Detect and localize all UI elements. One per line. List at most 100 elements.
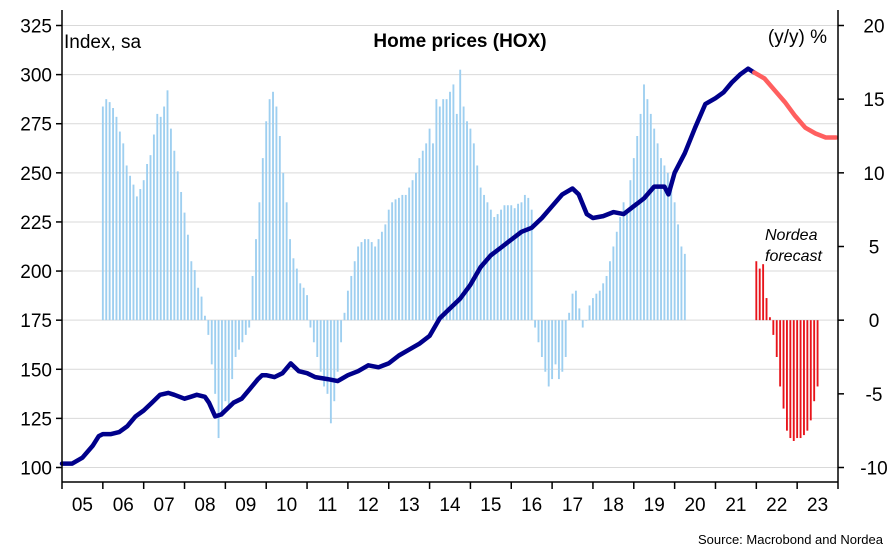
- yoy-bar: [302, 287, 305, 321]
- yoy-bar: [316, 320, 319, 357]
- yoy-forecast-bar: [796, 320, 799, 439]
- yoy-bar: [210, 320, 213, 365]
- yoy-bar: [483, 194, 485, 321]
- yoy-bar: [248, 320, 251, 328]
- yoy-bar: [493, 217, 496, 321]
- x-tick-label: 13: [399, 495, 420, 516]
- yoy-bar: [234, 320, 237, 357]
- right-tick-label: 15: [863, 90, 884, 111]
- yoy-bar: [500, 209, 502, 321]
- yoy-bar: [581, 320, 584, 328]
- yoy-bar: [520, 202, 523, 321]
- yoy-bar: [544, 320, 547, 372]
- right-axis-label: (y/y) %: [768, 27, 827, 48]
- right-tick-label: -10: [860, 459, 887, 480]
- right-tick-label: 10: [863, 164, 884, 185]
- yoy-bar: [476, 165, 479, 321]
- yoy-bar: [534, 320, 537, 328]
- yoy-bar: [452, 84, 455, 321]
- yoy-bar: [602, 283, 605, 321]
- yoy-bar: [415, 172, 417, 321]
- yoy-bar: [425, 143, 428, 321]
- yoy-forecast-bar: [786, 320, 788, 431]
- yoy-bar: [660, 158, 662, 321]
- yoy-bar: [428, 128, 431, 321]
- yoy-bar: [629, 180, 632, 321]
- yoy-bar: [221, 320, 223, 416]
- yoy-bar: [217, 320, 220, 439]
- x-tick-label: 21: [725, 495, 746, 516]
- yoy-bar: [663, 165, 666, 321]
- x-tick-label: 07: [154, 495, 175, 516]
- yoy-bar: [489, 209, 492, 321]
- yoy-bar: [299, 283, 302, 321]
- yoy-bar: [258, 202, 261, 321]
- yoy-bar: [282, 172, 285, 321]
- yoy-bar: [112, 108, 114, 321]
- yoy-bar: [204, 315, 206, 321]
- yoy-bar: [442, 99, 445, 321]
- left-tick-label: 100: [20, 459, 52, 480]
- x-tick-label: 20: [684, 495, 705, 516]
- yoy-bar: [391, 202, 394, 321]
- yoy-bar: [108, 102, 111, 321]
- yoy-bar: [115, 116, 118, 321]
- x-tick-label: 09: [235, 495, 256, 516]
- yoy-bar: [169, 128, 172, 321]
- yoy-bar: [289, 239, 291, 321]
- x-tick-label: 19: [644, 495, 665, 516]
- yoy-bar: [622, 202, 625, 321]
- yoy-bar: [394, 199, 397, 321]
- yoy-bar: [292, 258, 295, 321]
- yoy-bar: [312, 320, 315, 343]
- yoy-bar: [568, 312, 571, 321]
- yoy-bar: [387, 209, 390, 321]
- yoy-bar: [374, 246, 377, 321]
- x-tick-label: 10: [276, 495, 297, 516]
- yoy-bar: [554, 320, 557, 365]
- yoy-bar: [306, 295, 308, 321]
- yoy-bar: [156, 113, 159, 321]
- yoy-bar: [118, 131, 121, 321]
- yoy-bar: [612, 246, 615, 321]
- yoy-forecast-bar: [813, 320, 816, 402]
- yoy-forecast-bar: [809, 320, 812, 421]
- yoy-bar: [462, 106, 465, 321]
- yoy-bar: [513, 208, 516, 321]
- yoy-bar: [592, 298, 594, 321]
- x-tick-label: 05: [72, 495, 93, 516]
- right-tick-label: 20: [863, 17, 884, 38]
- x-tick-label: 18: [603, 495, 624, 516]
- yoy-bar: [370, 242, 373, 321]
- yoy-bar: [193, 270, 196, 321]
- yoy-bar: [384, 224, 387, 321]
- yoy-forecast-bar: [803, 320, 805, 436]
- yoy-bar: [598, 290, 601, 321]
- left-tick-label: 200: [20, 262, 52, 283]
- yoy-bar: [411, 180, 414, 321]
- yoy-bar: [585, 320, 588, 321]
- yoy-bar: [380, 231, 383, 321]
- yoy-forecast-bar: [789, 320, 792, 439]
- right-tick-label: -5: [866, 385, 883, 406]
- yoy-bar: [227, 320, 230, 409]
- yoy-bar: [469, 128, 472, 321]
- yoy-bar: [139, 189, 142, 321]
- yoy-bar: [503, 205, 506, 321]
- yoy-forecast-bar: [779, 320, 782, 387]
- yoy-bar: [609, 261, 611, 321]
- yoy-bar: [272, 91, 274, 321]
- yoy-bar: [190, 261, 193, 321]
- yoy-bar: [653, 128, 656, 321]
- left-tick-label: 225: [20, 213, 52, 234]
- yoy-bar: [323, 320, 325, 387]
- yoy-forecast-bar: [755, 261, 758, 321]
- yoy-bar: [238, 320, 240, 350]
- yoy-bar: [350, 275, 353, 321]
- yoy-bar: [101, 106, 104, 321]
- right-tick-label: 0: [869, 311, 880, 332]
- yoy-bar: [626, 209, 628, 321]
- left-tick-label: 250: [20, 164, 52, 185]
- yoy-bar: [340, 320, 343, 343]
- yoy-bar: [435, 99, 438, 321]
